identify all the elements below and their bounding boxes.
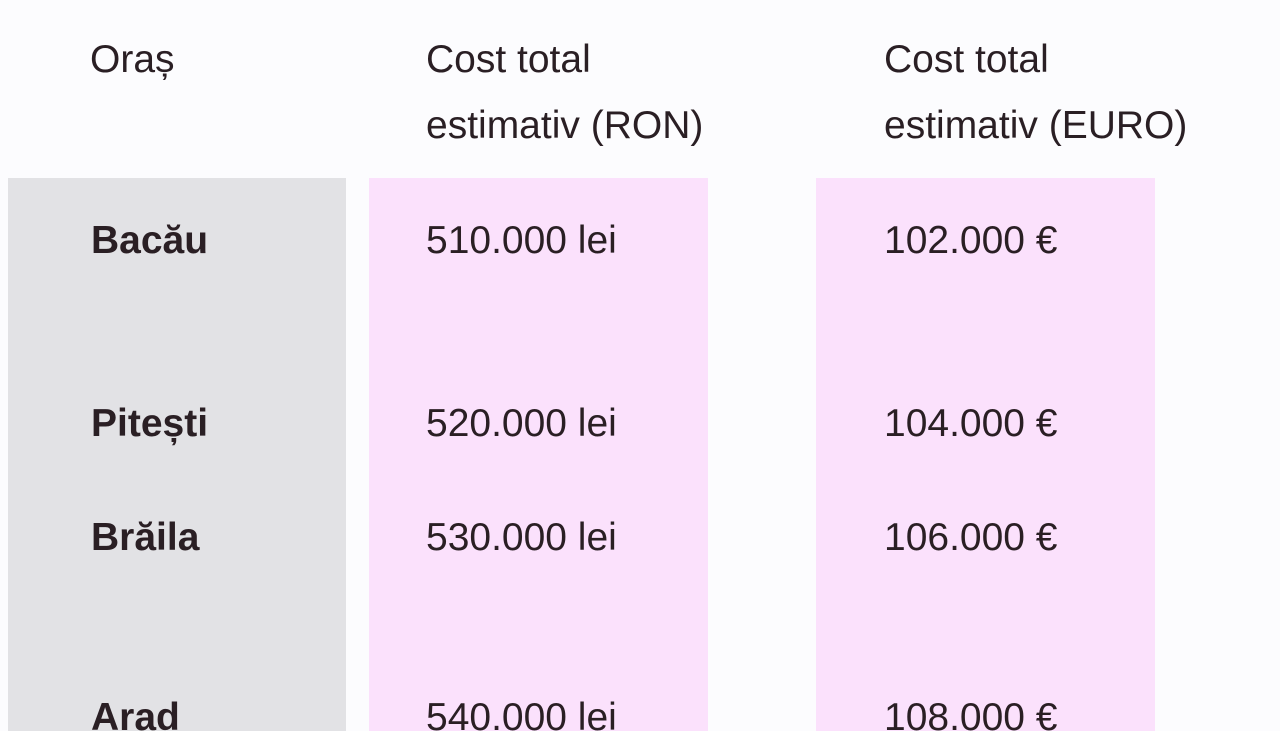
header-eur-line2: estimativ (EURO): [884, 104, 1188, 147]
row-cost-ron: 520.000 lei: [426, 402, 617, 445]
row-city: Pitești: [91, 402, 209, 445]
row-cost-ron: 540.000 lei: [426, 696, 617, 731]
header-eur-line1: Cost total: [884, 38, 1049, 81]
row-city: Brăila: [91, 516, 200, 559]
header-ron: Cost total estimativ (RON): [426, 27, 703, 159]
row-cost-ron: 530.000 lei: [426, 516, 617, 559]
header-ron-line1: Cost total: [426, 38, 591, 81]
row-city: Bacău: [91, 219, 209, 262]
row-cost-eur: 102.000 €: [884, 219, 1058, 262]
ron-column-highlight: [369, 178, 708, 731]
row-cost-ron: 510.000 lei: [426, 219, 617, 262]
city-column-highlight: [8, 178, 346, 731]
header-ron-line2: estimativ (RON): [426, 104, 704, 147]
header-eur: Cost total estimativ (EURO): [884, 27, 1187, 159]
row-city: Arad: [91, 696, 180, 731]
header-city: Oraș: [90, 27, 175, 93]
header-city-label: Oraș: [90, 38, 175, 81]
row-cost-eur: 104.000 €: [884, 402, 1058, 445]
row-cost-eur: 108.000 €: [884, 696, 1058, 731]
eur-column-highlight: [816, 178, 1155, 731]
row-cost-eur: 106.000 €: [884, 516, 1058, 559]
